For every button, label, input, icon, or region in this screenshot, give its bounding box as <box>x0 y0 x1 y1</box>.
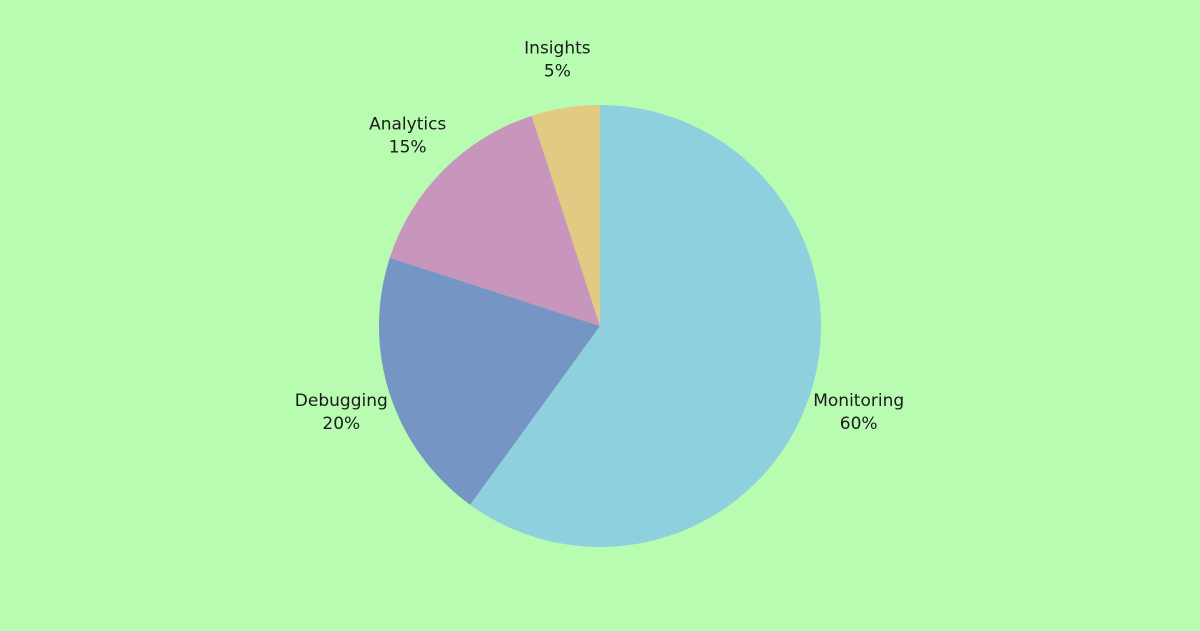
slice-value-monitoring: 60% <box>840 414 878 434</box>
slice-label-debugging: Debugging <box>295 391 388 411</box>
slice-label-analytics: Analytics <box>369 115 446 135</box>
pie-slice-analytics <box>389 115 600 326</box>
pie-labels: Monitoring 60% Debugging 20% Analytics 15% Ins… <box>295 38 904 434</box>
slice-value-debugging: 20% <box>322 414 360 434</box>
pie-slice-insights <box>531 105 600 326</box>
slice-label-insights: Insights <box>524 38 591 58</box>
pie-slice-debugging <box>379 257 600 505</box>
slice-value-analytics: 15% <box>389 138 427 158</box>
slice-label-monitoring: Monitoring <box>813 391 904 411</box>
pie-slices <box>379 105 822 547</box>
slice-value-insights: 5% <box>544 61 571 81</box>
pie-slice-monitoring <box>470 105 822 547</box>
